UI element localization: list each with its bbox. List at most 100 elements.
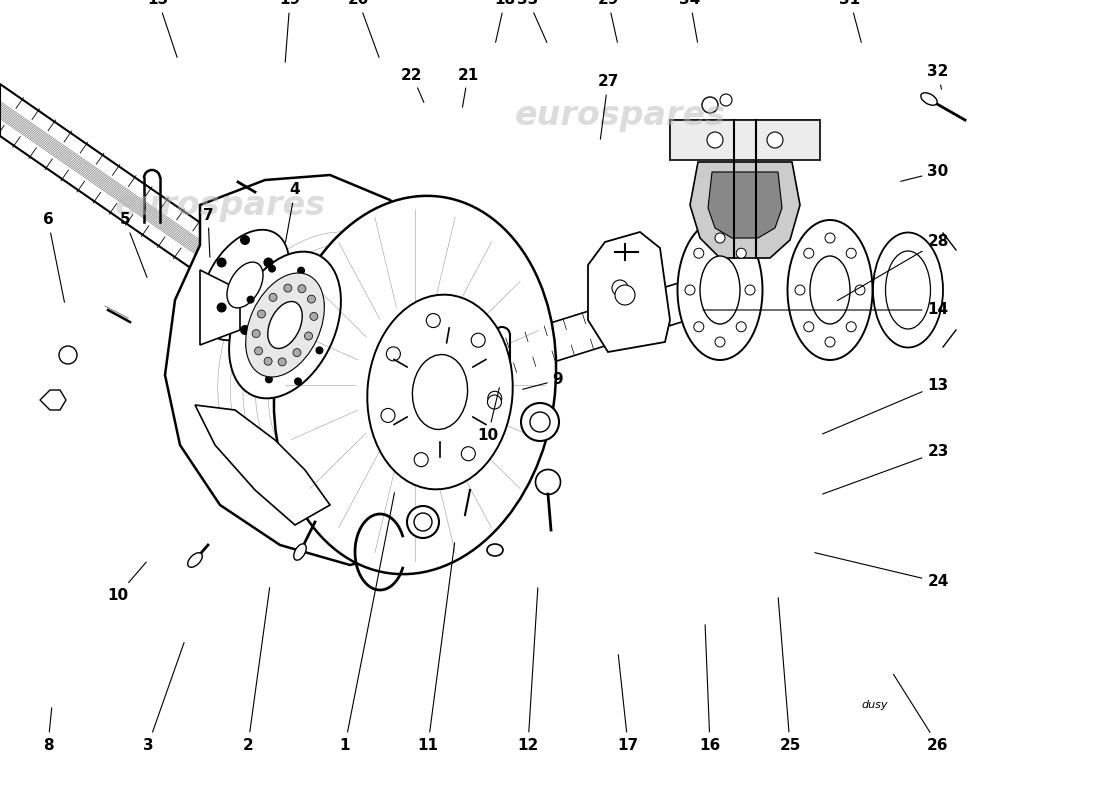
Circle shape [461,446,475,461]
Text: 10: 10 [108,562,146,602]
Circle shape [707,132,723,148]
Circle shape [307,295,316,303]
Circle shape [59,346,77,364]
Polygon shape [195,405,330,525]
Text: 31: 31 [839,0,861,42]
Circle shape [265,375,273,383]
Circle shape [246,296,254,304]
Circle shape [702,97,718,113]
Circle shape [846,248,856,258]
Text: 30: 30 [901,165,948,182]
Ellipse shape [886,251,931,329]
Circle shape [245,342,253,350]
Text: 21: 21 [458,67,478,107]
Circle shape [855,285,865,295]
Circle shape [254,347,263,355]
Circle shape [715,233,725,243]
Ellipse shape [367,294,513,490]
Polygon shape [590,255,650,320]
Text: 14: 14 [703,302,948,318]
Circle shape [487,391,502,406]
Circle shape [264,358,272,366]
Text: 34: 34 [680,0,701,42]
Text: 1: 1 [340,493,395,753]
Ellipse shape [536,470,561,494]
Ellipse shape [188,553,202,567]
Ellipse shape [530,412,550,432]
Circle shape [268,265,276,273]
Ellipse shape [414,513,432,531]
Circle shape [217,302,227,313]
Circle shape [825,337,835,347]
Text: 10: 10 [477,388,499,442]
Ellipse shape [788,220,872,360]
Circle shape [298,285,306,293]
Text: eurospares: eurospares [114,189,326,222]
Circle shape [240,235,250,245]
Polygon shape [200,270,240,345]
Text: 9: 9 [522,373,563,390]
Circle shape [270,294,277,302]
Circle shape [386,347,400,361]
Circle shape [745,285,755,295]
Circle shape [316,346,323,354]
Ellipse shape [487,544,503,556]
Text: 33: 33 [517,0,547,42]
Ellipse shape [407,506,439,538]
Circle shape [284,284,292,292]
Circle shape [615,285,635,305]
Text: 25: 25 [778,598,801,753]
Text: 13: 13 [823,378,948,434]
Circle shape [694,322,704,332]
Ellipse shape [227,262,263,308]
Ellipse shape [873,233,943,347]
Polygon shape [690,162,800,258]
Circle shape [305,332,312,340]
Ellipse shape [810,256,850,324]
Text: 20: 20 [348,0,380,58]
Ellipse shape [521,403,559,441]
Text: 28: 28 [837,234,948,301]
Text: 8: 8 [43,708,53,753]
Circle shape [795,285,805,295]
Circle shape [685,285,695,295]
Circle shape [310,312,318,320]
Text: 3: 3 [143,642,184,753]
Circle shape [804,322,814,332]
Circle shape [471,334,485,347]
Polygon shape [40,390,66,410]
Text: 32: 32 [927,65,948,90]
Circle shape [427,314,440,327]
Ellipse shape [678,220,762,360]
Circle shape [767,132,783,148]
Text: 4: 4 [286,182,300,242]
Text: 7: 7 [202,207,213,258]
Ellipse shape [700,256,740,324]
Ellipse shape [274,196,557,574]
Circle shape [263,302,274,313]
Text: dusy: dusy [861,700,889,710]
Text: 6: 6 [43,213,65,302]
Circle shape [294,378,302,386]
Circle shape [278,358,286,366]
Polygon shape [670,120,820,160]
Circle shape [825,233,835,243]
Circle shape [804,248,814,258]
Text: eurospares: eurospares [515,98,726,131]
Ellipse shape [412,354,468,430]
Text: 24: 24 [815,553,948,590]
Text: 11: 11 [418,542,454,753]
Circle shape [612,280,628,296]
Circle shape [240,325,250,335]
Ellipse shape [921,93,937,106]
Text: 26: 26 [893,674,948,753]
Circle shape [252,330,260,338]
Text: 17: 17 [617,654,639,753]
Polygon shape [708,172,782,238]
Circle shape [263,258,274,267]
Circle shape [487,395,502,409]
Circle shape [317,301,324,309]
Text: 16: 16 [700,625,720,753]
Text: 19: 19 [279,0,300,62]
Polygon shape [588,232,670,352]
